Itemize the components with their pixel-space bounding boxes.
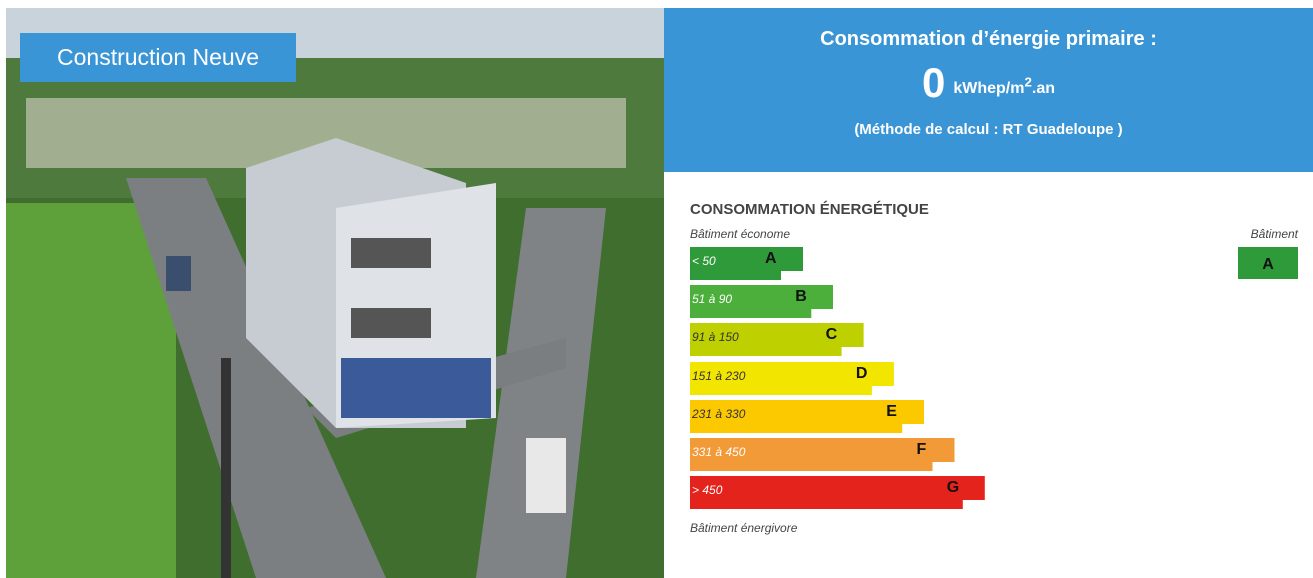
- class-letter: C: [826, 326, 838, 344]
- class-letter: A: [765, 250, 777, 268]
- top-note: Bâtiment économe: [690, 227, 790, 241]
- consumption-value: 0: [922, 59, 945, 106]
- building-heading: Bâtiment: [1251, 227, 1298, 241]
- class-range: 51 à 90: [692, 292, 732, 306]
- label-title: CONSOMMATION ÉNERGÉTIQUE: [690, 201, 929, 218]
- class-range: 151 à 230: [692, 369, 745, 383]
- energy-class: < 50 A: [690, 247, 803, 280]
- class-bar-shape: [690, 476, 985, 509]
- energy-class: 331 à 450 F: [690, 438, 955, 471]
- class-range: < 50: [692, 254, 716, 268]
- header: Consommation d’énergie primaire : 0 kWhep…: [664, 8, 1313, 172]
- method: (Méthode de calcul : RT Guadeloupe ): [664, 121, 1313, 138]
- energy-class: 231 à 330 E: [690, 400, 924, 433]
- class-letter: B: [795, 288, 807, 306]
- photo: [6, 8, 664, 578]
- class-bar: [690, 476, 985, 509]
- class-range: 231 à 330: [692, 407, 745, 421]
- energy-class: 51 à 90 B: [690, 285, 833, 318]
- badge: Construction Neuve: [20, 33, 296, 82]
- class-letter: F: [917, 441, 927, 459]
- class-range: 331 à 450: [692, 445, 745, 459]
- energy-class: 151 à 230 D: [690, 362, 894, 395]
- energy-class: > 450 G: [690, 476, 985, 509]
- building-class: A: [1262, 256, 1274, 273]
- building-class-marker: A: [1238, 247, 1298, 279]
- bottom-note: Bâtiment énergivore: [690, 521, 797, 535]
- class-letter: G: [947, 479, 959, 497]
- consumption: 0 kWhep/m2.an: [664, 59, 1313, 107]
- class-range: > 450: [692, 483, 722, 497]
- class-letter: E: [886, 403, 897, 421]
- header-title: Consommation d’énergie primaire :: [664, 28, 1313, 51]
- unit: kWhep/m: [953, 80, 1024, 97]
- unit-tail: .an: [1032, 80, 1055, 97]
- energy-class: 91 à 150 C: [690, 323, 864, 356]
- unit-sup: 2: [1024, 75, 1031, 90]
- page: Construction Neuve Consommation d’énergi…: [0, 0, 1313, 578]
- class-range: 91 à 150: [692, 330, 739, 344]
- class-letter: D: [856, 365, 868, 383]
